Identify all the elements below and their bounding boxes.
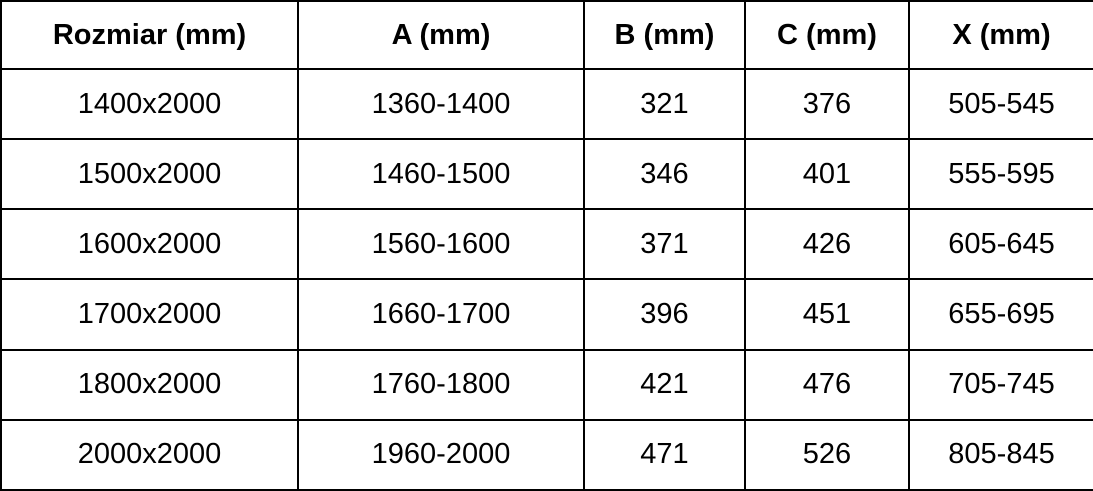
table-cell-a: 1560-1600 bbox=[297, 208, 585, 281]
table-cell-x: 655-695 bbox=[908, 278, 1093, 351]
table-cell-b: 371 bbox=[583, 208, 746, 281]
table-cell-a: 1460-1500 bbox=[297, 138, 585, 211]
table-cell-b: 471 bbox=[583, 418, 746, 491]
table-cell-x: 705-745 bbox=[908, 348, 1093, 421]
table-row: 1600x2000 1560-1600 371 426 605-645 bbox=[0, 208, 1093, 281]
table-cell-b: 321 bbox=[583, 67, 746, 141]
table-cell-c: 451 bbox=[744, 278, 910, 351]
table-cell-rozmiar: 1700x2000 bbox=[0, 278, 299, 351]
column-header-b: B (mm) bbox=[583, 0, 746, 70]
table-cell-b: 346 bbox=[583, 138, 746, 211]
column-header-x: X (mm) bbox=[908, 0, 1093, 70]
table-cell-a: 1960-2000 bbox=[297, 418, 585, 491]
table-cell-a: 1360-1400 bbox=[297, 67, 585, 141]
table-cell-a: 1660-1700 bbox=[297, 278, 585, 351]
table-cell-rozmiar: 1500x2000 bbox=[0, 138, 299, 211]
table-row: 1800x2000 1760-1800 421 476 705-745 bbox=[0, 348, 1093, 421]
table-cell-c: 526 bbox=[744, 418, 910, 491]
table-cell-c: 401 bbox=[744, 138, 910, 211]
table-cell-x: 555-595 bbox=[908, 138, 1093, 211]
header-row: Rozmiar (mm) A (mm) B (mm) C (mm) X (mm) bbox=[0, 0, 1093, 70]
table-cell-x: 605-645 bbox=[908, 208, 1093, 281]
table-cell-b: 421 bbox=[583, 348, 746, 421]
table-cell-rozmiar: 1400x2000 bbox=[0, 67, 299, 141]
table-cell-c: 376 bbox=[744, 67, 910, 141]
table-cell-rozmiar: 2000x2000 bbox=[0, 418, 299, 491]
table-cell-rozmiar: 1800x2000 bbox=[0, 348, 299, 421]
column-header-rozmiar: Rozmiar (mm) bbox=[0, 0, 299, 70]
table-row: 2000x2000 1960-2000 471 526 805-845 bbox=[0, 418, 1093, 491]
column-header-a: A (mm) bbox=[297, 0, 585, 70]
table-cell-x: 805-845 bbox=[908, 418, 1093, 491]
column-header-c: C (mm) bbox=[744, 0, 910, 70]
table-row: 1500x2000 1460-1500 346 401 555-595 bbox=[0, 138, 1093, 211]
table-cell-c: 476 bbox=[744, 348, 910, 421]
table-cell-rozmiar: 1600x2000 bbox=[0, 208, 299, 281]
table-cell-c: 426 bbox=[744, 208, 910, 281]
table-cell-x: 505-545 bbox=[908, 67, 1093, 141]
table-row: 1700x2000 1660-1700 396 451 655-695 bbox=[0, 278, 1093, 351]
table-cell-a: 1760-1800 bbox=[297, 348, 585, 421]
table-row: 1400x2000 1360-1400 321 376 505-545 bbox=[0, 67, 1093, 141]
table-cell-b: 396 bbox=[583, 278, 746, 351]
